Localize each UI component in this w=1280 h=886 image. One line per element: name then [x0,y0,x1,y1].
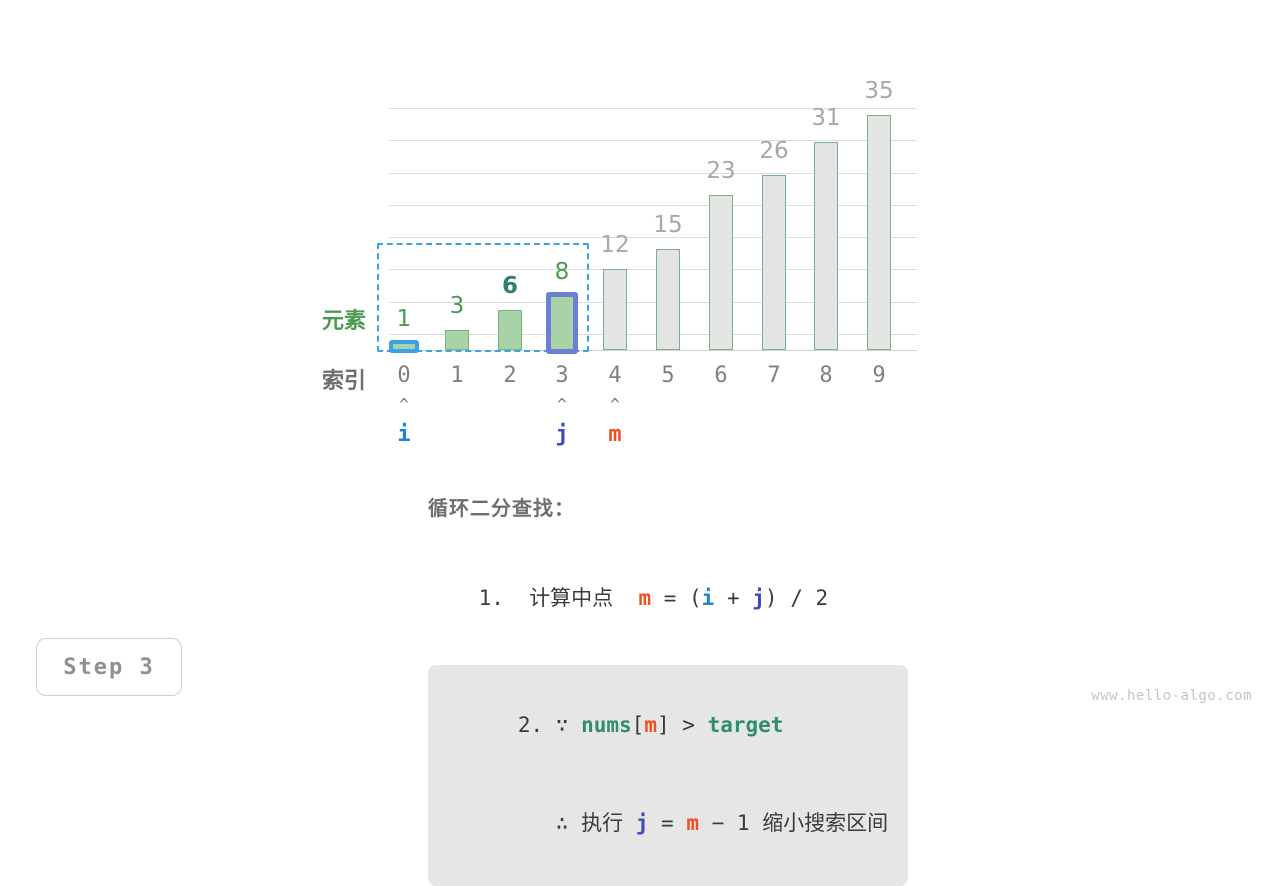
explanation-step-1: 1. 计算中点 m = (i + j) / 2 [428,549,1068,647]
pointer-label-j: j [555,422,569,447]
gridline [389,237,917,238]
axis-title-index: 索引 [322,369,367,394]
step1-m: m [638,585,652,610]
axis-title-elements: 元素 [322,309,367,334]
index-label-6: 6 [714,363,728,388]
bar-2 [498,310,522,350]
bar-4 [603,269,627,350]
highlight-outline-i-bar-0 [389,340,419,353]
bar-1 [445,330,469,350]
step2-gt: > [669,713,708,738]
explanation-step-2: 2. ∵ nums[m] > target [442,677,888,775]
gridline [389,140,917,141]
highlight-outline-j-bar-3 [546,292,578,354]
step3-minus: − 1 [698,810,763,835]
pointer-caret-j: ^ [557,395,567,414]
step1-prefix: 1. 计算中点 [478,585,639,610]
explanation-step-3: ∴ 执行 j = m − 1 缩小搜索区间 [442,774,888,872]
step2-m: m [644,713,657,738]
step2-lb: [ [631,713,645,738]
index-label-1: 1 [450,363,464,388]
step2-target: target [707,713,784,738]
explanation-panel: 循环二分查找： 1. 计算中点 m = (i + j) / 2 2. ∵ num… [428,492,1068,886]
index-label-0: 0 [397,363,411,388]
step1-suffix: ) / 2 [764,585,829,610]
step-badge: Step 3 [36,638,182,696]
chart-baseline [389,350,917,351]
value-label-0: 1 [396,306,412,332]
bar-9 [867,115,891,350]
pointer-label-i: i [397,422,411,447]
pointer-caret-m: ^ [610,395,620,414]
gridline [389,269,917,270]
pointer-label-m: m [608,422,622,447]
index-label-5: 5 [661,363,675,388]
index-label-7: 7 [767,363,781,388]
step2-prefix: 2. ∵ [517,713,582,738]
gridline [389,108,917,109]
gridline [389,205,917,206]
step3-eq: = [648,810,687,835]
step1-plus: + [714,585,753,610]
value-label-9: 35 [864,78,894,104]
value-label-1: 3 [449,293,465,319]
bar-6 [709,195,733,350]
value-label-3: 8 [554,259,570,285]
value-label-7: 26 [759,138,789,164]
step3-j: j [635,810,649,835]
value-label-8: 31 [811,105,841,131]
step3-suffix: 缩小搜索区间 [762,810,889,835]
value-label-4: 12 [600,232,630,258]
step3-prefix: ∴ 执行 [517,810,636,835]
value-label-6: 23 [706,158,736,184]
gridline [389,334,917,335]
index-label-4: 4 [608,363,622,388]
watermark: www.hello-algo.com [1091,688,1252,704]
value-label-2: 6 [501,273,518,299]
step1-i: i [701,585,715,610]
value-label-5: 15 [653,212,683,238]
search-interval-box [377,243,589,352]
bar-7 [762,175,786,350]
gridline [389,302,917,303]
index-label-2: 2 [503,363,517,388]
index-label-9: 9 [872,363,886,388]
step2-nums: nums [581,713,632,738]
bar-5 [656,249,680,350]
index-label-3: 3 [555,363,569,388]
explanation-heading: 循环二分查找： [428,496,575,520]
gridline [389,173,917,174]
step2-rb: ] [656,713,670,738]
bar-8 [814,142,838,350]
index-label-8: 8 [819,363,833,388]
step3-m: m [686,810,699,835]
pointer-caret-i: ^ [399,395,409,414]
step1-j: j [752,585,765,610]
step1-eq: = ( [651,585,702,610]
explanation-step-2-box: 2. ∵ nums[m] > target ∴ 执行 j = m − 1 缩小搜… [428,664,909,886]
